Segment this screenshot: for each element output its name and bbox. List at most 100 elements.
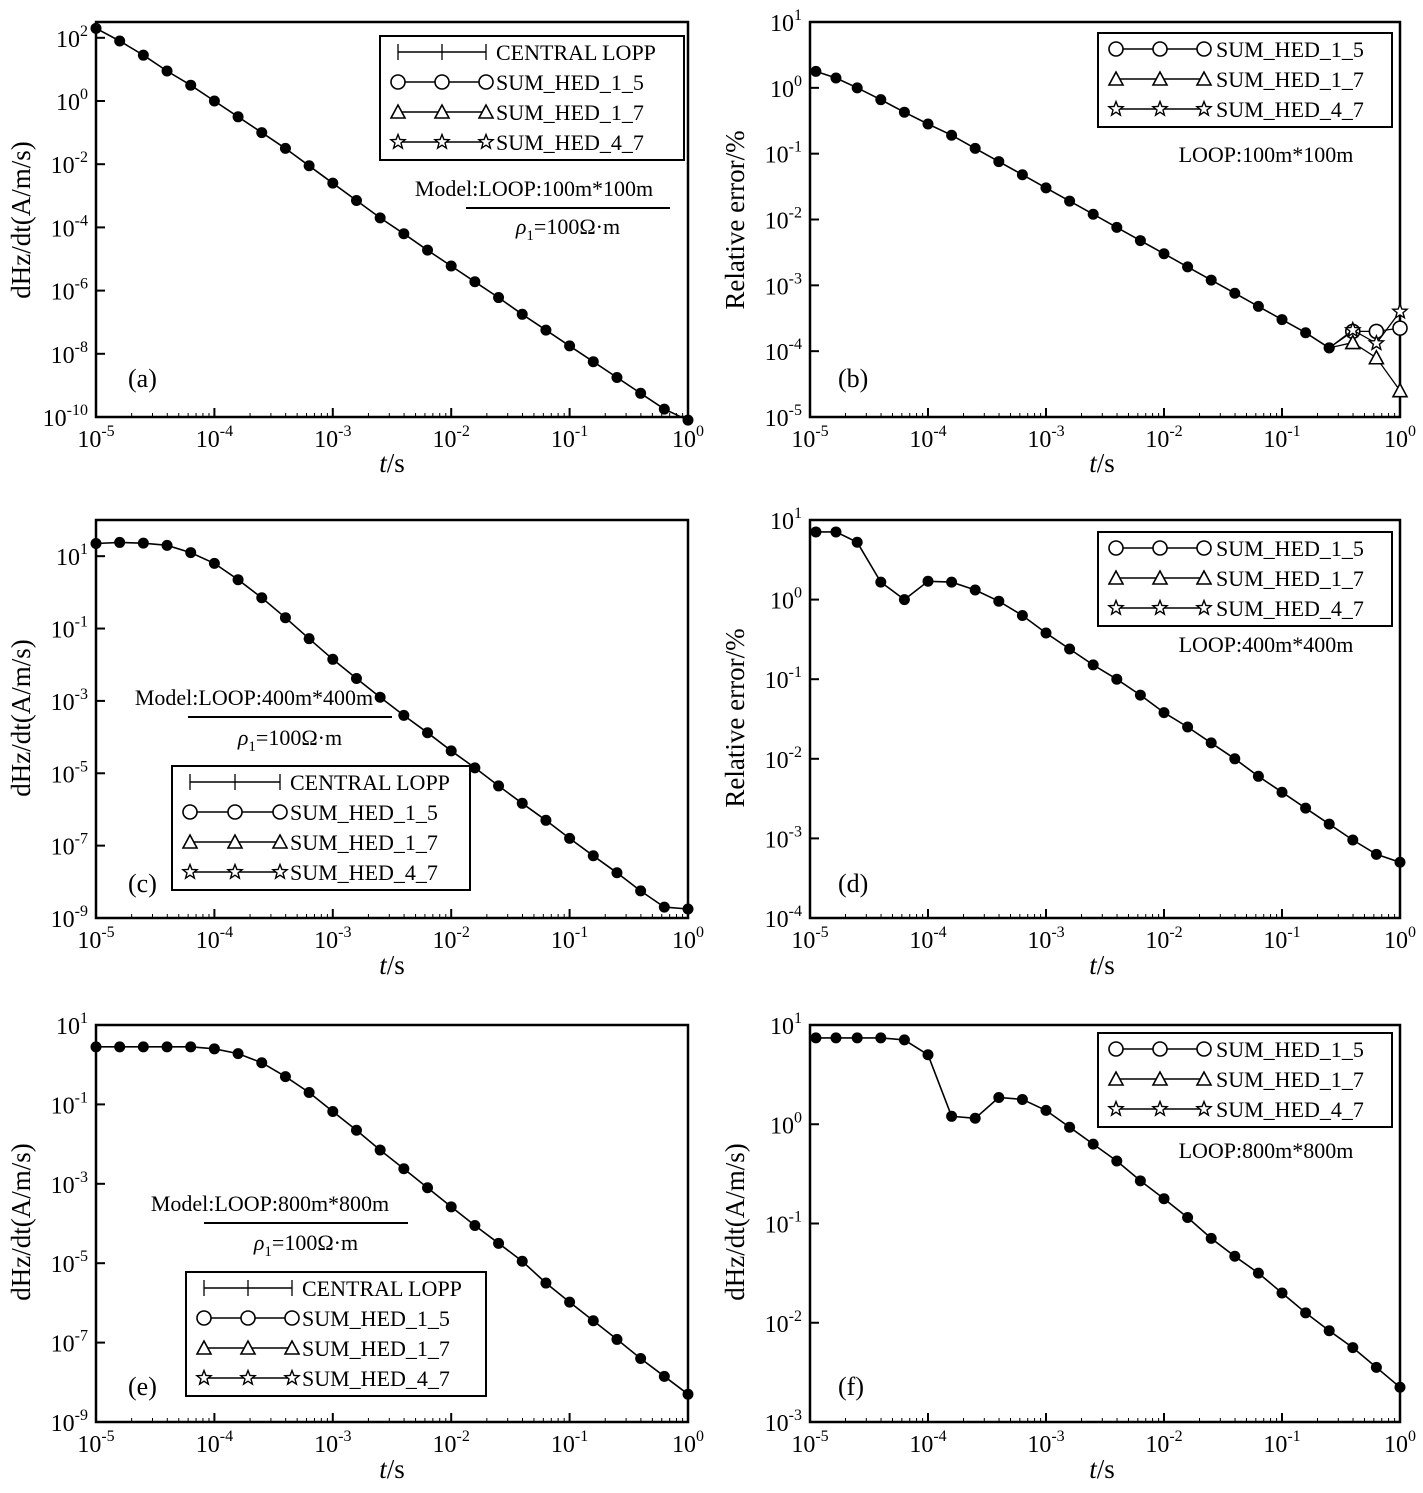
- x-tick-label: 10-3: [1027, 423, 1064, 453]
- data-point: [256, 1057, 268, 1069]
- legend-marker: [226, 833, 244, 849]
- data-point: [875, 576, 887, 588]
- data-point: [993, 156, 1005, 168]
- data-point: [256, 592, 268, 604]
- data-point: [1205, 274, 1217, 286]
- tail-marker: [1343, 320, 1362, 338]
- data-point: [398, 228, 410, 240]
- data-point: [445, 745, 457, 757]
- tail-marker: [1367, 333, 1386, 351]
- plot-frame: [94, 1023, 690, 1424]
- legend: CENTRAL LOPP SUM_HED_1_5 SUM_HED_1_7 SUM_HE…: [185, 1271, 487, 1397]
- data-point: [279, 1071, 291, 1083]
- data-point: [137, 49, 149, 61]
- legend-marker: [1107, 569, 1125, 585]
- data-point: [1158, 1193, 1170, 1205]
- legend-marker: [195, 1368, 213, 1386]
- x-axis-label-variable: t: [379, 448, 388, 478]
- data-point: [946, 129, 958, 141]
- x-axis-label-unit: /s: [1097, 950, 1115, 980]
- data-point: [161, 65, 173, 77]
- x-tick-label: 100: [672, 924, 704, 954]
- data-point: [851, 1032, 863, 1044]
- data-point: [946, 576, 958, 588]
- data-point: [114, 1041, 126, 1053]
- rho-value: =100Ω·m: [534, 214, 620, 239]
- data-point: [516, 797, 528, 809]
- x-axis-label: t/s: [1089, 448, 1115, 478]
- data-point: [445, 260, 457, 272]
- data-point: [327, 177, 339, 189]
- tail-line-sum_hed_4_7: [1328, 311, 1401, 349]
- y-tick-label: 10-1: [51, 614, 88, 644]
- y-tick-label: 10-9: [51, 903, 88, 933]
- legend-frame: [379, 35, 685, 161]
- legend-marker: [271, 862, 289, 880]
- x-tick-label: 10-2: [1145, 423, 1182, 453]
- x-tick-label: 10-5: [77, 1428, 114, 1458]
- legend-marker: [195, 1339, 213, 1355]
- data-point: [564, 1296, 576, 1308]
- rho-value: =100Ω·m: [272, 1230, 358, 1255]
- x-axis-label-unit: /s: [387, 950, 405, 980]
- y-axis-label: dHz/dt(A/m/s): [6, 1143, 36, 1300]
- data-point: [232, 1048, 244, 1060]
- x-tick-label: 100: [1384, 924, 1416, 954]
- x-tick-label: 10-3: [314, 423, 351, 453]
- legend-marker: [181, 833, 199, 849]
- data-point: [875, 1032, 887, 1044]
- x-axis-label: t/s: [1089, 950, 1115, 980]
- panel-label: (a): [128, 364, 157, 393]
- data-point: [1087, 208, 1099, 220]
- data-point: [350, 1124, 362, 1136]
- data-point: [564, 832, 576, 844]
- legend-marker: [1151, 99, 1169, 117]
- y-tick-label: 10-1: [51, 1089, 88, 1119]
- data-point: [208, 1043, 220, 1055]
- data-point: [1394, 1381, 1406, 1393]
- x-axis-label-variable: t: [1089, 448, 1098, 478]
- data-point: [279, 142, 291, 154]
- data-point: [969, 1112, 981, 1124]
- data-point: [1182, 721, 1194, 733]
- panel-label: (f): [838, 1372, 864, 1401]
- x-tick-label: 10-2: [433, 1428, 470, 1458]
- data-point: [90, 538, 102, 550]
- data-point: [1370, 848, 1382, 860]
- legend-marker: [1196, 540, 1212, 556]
- legend-marker: [1151, 569, 1169, 585]
- legend-marker: [1107, 99, 1125, 117]
- x-axis-label: t/s: [379, 448, 405, 478]
- data-point: [635, 885, 647, 897]
- data-point: [374, 212, 386, 224]
- y-axis-label: dHz/dt(A/m/s): [6, 141, 36, 298]
- x-tick-label: 10-3: [314, 1428, 351, 1458]
- data-point: [1394, 856, 1406, 868]
- legend-label: CENTRAL LOPP: [290, 770, 450, 795]
- legend-marker: [226, 862, 244, 880]
- data-point: [1040, 182, 1052, 194]
- data-point: [374, 1144, 386, 1156]
- y-tick-label: 102: [56, 23, 88, 53]
- loop-annotation: LOOP:400m*400m: [1179, 632, 1354, 657]
- y-tick-label: 10-7: [51, 1328, 88, 1358]
- x-tick-label: 10-5: [77, 924, 114, 954]
- data-point: [587, 1315, 599, 1327]
- legend-label: SUM_HED_1_5: [302, 1306, 450, 1331]
- data-point: [469, 1219, 481, 1231]
- data-point: [1323, 342, 1335, 354]
- data-point: [161, 539, 173, 551]
- data-point: [350, 672, 362, 684]
- x-tick-label: 10-1: [551, 423, 588, 453]
- data-point: [208, 95, 220, 107]
- data-point: [137, 537, 149, 549]
- x-tick-label: 10-2: [1145, 1428, 1182, 1458]
- panel-label: (c): [128, 869, 157, 898]
- legend-marker: [283, 1368, 301, 1386]
- data-point: [303, 160, 315, 172]
- x-axis-label-unit: /s: [1097, 1454, 1115, 1484]
- data-point: [993, 595, 1005, 607]
- tail-line-sum_hed_1_7: [1329, 341, 1401, 392]
- data-point: [1040, 1104, 1052, 1116]
- x-tick-label: 100: [1384, 423, 1416, 453]
